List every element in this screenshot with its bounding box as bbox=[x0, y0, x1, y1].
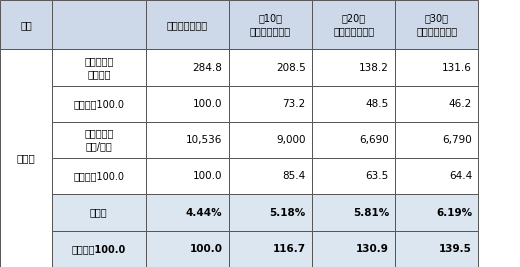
Text: 首都圏: 首都圏 bbox=[17, 153, 35, 163]
Text: 新築時＝100.0: 新築時＝100.0 bbox=[73, 171, 124, 181]
Bar bbox=[312, 122, 395, 158]
Text: 築30年
中古マンション: 築30年 中古マンション bbox=[416, 13, 458, 36]
Bar bbox=[146, 231, 229, 267]
Text: 新築時＝100.0: 新築時＝100.0 bbox=[72, 244, 126, 254]
Bar bbox=[229, 86, 312, 122]
Text: 5.18%: 5.18% bbox=[269, 208, 306, 218]
Text: 圏域: 圏域 bbox=[20, 20, 32, 30]
Text: 4.44%: 4.44% bbox=[186, 208, 223, 218]
Bar bbox=[395, 0, 478, 49]
Text: 築20年
中古マンション: 築20年 中古マンション bbox=[333, 13, 374, 36]
Bar bbox=[0, 0, 52, 49]
Text: 284.8: 284.8 bbox=[193, 62, 223, 73]
Text: 46.2: 46.2 bbox=[449, 99, 472, 109]
Text: 6,690: 6,690 bbox=[359, 135, 389, 145]
Bar bbox=[146, 158, 229, 194]
Text: 116.7: 116.7 bbox=[272, 244, 306, 254]
Bar bbox=[312, 231, 395, 267]
Bar bbox=[52, 49, 146, 86]
Bar bbox=[395, 122, 478, 158]
Bar bbox=[395, 194, 478, 231]
Text: 10,536: 10,536 bbox=[186, 135, 223, 145]
Text: 9,000: 9,000 bbox=[276, 135, 306, 145]
Bar bbox=[52, 194, 146, 231]
Bar bbox=[312, 0, 395, 49]
Text: 新築マンション: 新築マンション bbox=[166, 20, 208, 30]
Text: 131.6: 131.6 bbox=[443, 62, 472, 73]
Bar bbox=[146, 122, 229, 158]
Text: 130.9: 130.9 bbox=[356, 244, 389, 254]
Text: 5.81%: 5.81% bbox=[353, 208, 389, 218]
Text: 139.5: 139.5 bbox=[439, 244, 472, 254]
Text: 利回り: 利回り bbox=[90, 208, 108, 218]
Text: 73.2: 73.2 bbox=[282, 99, 306, 109]
Text: 平均坪単価
（万円）: 平均坪単価 （万円） bbox=[84, 56, 113, 79]
Bar bbox=[312, 49, 395, 86]
Text: 築10年
中古マンション: 築10年 中古マンション bbox=[250, 13, 291, 36]
Text: 6.19%: 6.19% bbox=[436, 208, 472, 218]
Bar bbox=[395, 231, 478, 267]
Text: 6,790: 6,790 bbox=[443, 135, 472, 145]
Bar bbox=[312, 194, 395, 231]
Bar bbox=[0, 49, 52, 267]
Text: 100.0: 100.0 bbox=[190, 244, 223, 254]
Bar bbox=[52, 158, 146, 194]
Text: 新築時＝100.0: 新築時＝100.0 bbox=[73, 99, 124, 109]
Bar bbox=[229, 0, 312, 49]
Bar bbox=[52, 86, 146, 122]
Bar bbox=[395, 49, 478, 86]
Text: 208.5: 208.5 bbox=[276, 62, 306, 73]
Bar bbox=[146, 0, 229, 49]
Bar bbox=[146, 194, 229, 231]
Text: 100.0: 100.0 bbox=[193, 171, 223, 181]
Bar bbox=[229, 194, 312, 231]
Bar bbox=[395, 158, 478, 194]
Text: 48.5: 48.5 bbox=[366, 99, 389, 109]
Bar bbox=[229, 158, 312, 194]
Bar bbox=[229, 231, 312, 267]
Text: 63.5: 63.5 bbox=[366, 171, 389, 181]
Bar bbox=[146, 86, 229, 122]
Bar bbox=[52, 0, 146, 49]
Bar bbox=[229, 122, 312, 158]
Text: 100.0: 100.0 bbox=[193, 99, 223, 109]
Text: 64.4: 64.4 bbox=[449, 171, 472, 181]
Text: 85.4: 85.4 bbox=[282, 171, 306, 181]
Bar bbox=[229, 49, 312, 86]
Bar bbox=[146, 49, 229, 86]
Bar bbox=[312, 158, 395, 194]
Bar bbox=[395, 86, 478, 122]
Text: 平均坪賃料
（円/月）: 平均坪賃料 （円/月） bbox=[84, 128, 113, 152]
Bar bbox=[312, 86, 395, 122]
Bar bbox=[52, 122, 146, 158]
Bar bbox=[52, 231, 146, 267]
Text: 138.2: 138.2 bbox=[359, 62, 389, 73]
